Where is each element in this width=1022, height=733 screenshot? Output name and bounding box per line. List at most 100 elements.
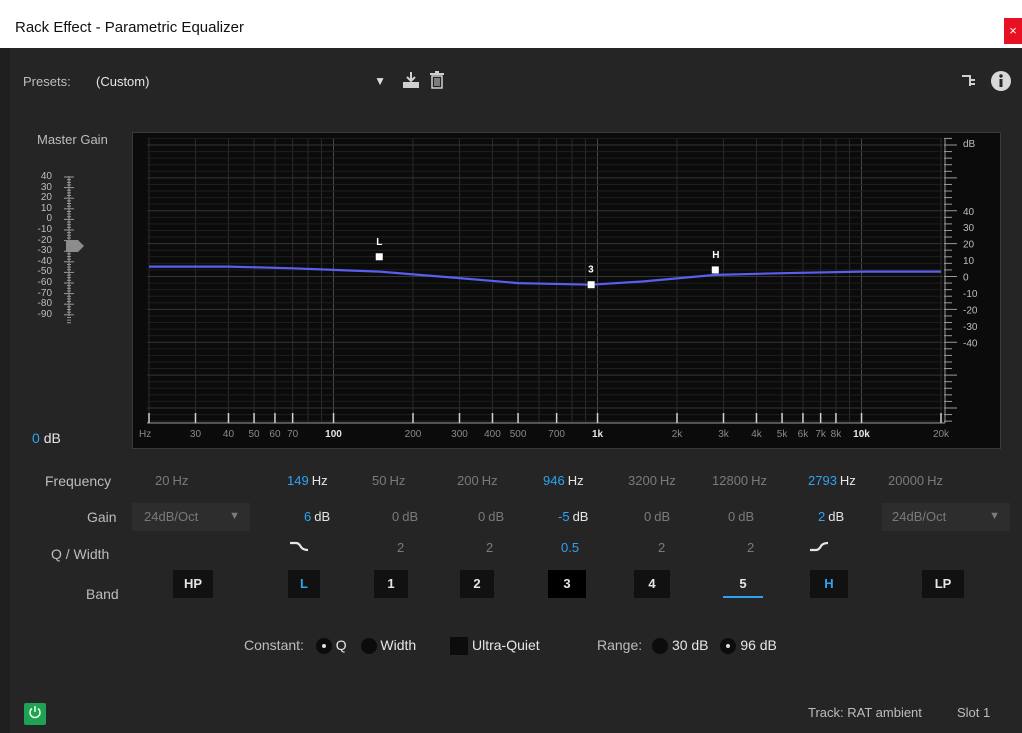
master-gain-tick: -40 [37, 255, 52, 267]
x-axis-tick: 7k [815, 429, 827, 440]
frequency-value: 2793 [808, 473, 837, 488]
frequency-value: 12800 [712, 473, 749, 488]
slot-label: Slot 1 [957, 705, 991, 720]
band-button-1[interactable]: 1 [374, 570, 408, 598]
y-axis-tick: 30 [963, 223, 975, 234]
high-shelf-icon[interactable] [809, 539, 829, 558]
x-axis-tick: 200 [405, 429, 422, 440]
band-handle[interactable] [587, 281, 595, 289]
checkbox-icon [450, 637, 469, 656]
lp-slope-dropdown[interactable]: 24dB/Oct ▼ [882, 503, 1010, 531]
band-button-l[interactable]: L [288, 570, 320, 598]
frequency-field[interactable]: 20000 Hz [888, 473, 948, 488]
range-label: Range: [597, 637, 643, 653]
routing-icon[interactable] [961, 73, 977, 94]
gain-field[interactable]: -5 dB [558, 509, 618, 524]
power-button[interactable] [24, 703, 46, 725]
equalizer-panel: Presets: (Custom) ▼ Master Gain 0 dB dB 4… [10, 48, 1022, 733]
q-width-row-label: Q / Width [51, 546, 110, 562]
options-row: Constant: Q Width Ultra-Quiet [244, 637, 540, 656]
frequency-field[interactable]: 3200 Hz [628, 473, 688, 488]
frequency-field[interactable]: 200 Hz [457, 473, 517, 488]
x-axis-tick: 30 [190, 429, 202, 440]
chevron-down-icon: ▼ [229, 510, 240, 522]
x-axis-tick: 4k [751, 429, 763, 440]
frequency-unit: Hz [927, 473, 944, 488]
band-button-h[interactable]: H [810, 570, 848, 598]
band-handle[interactable] [375, 253, 383, 261]
hp-slope-dropdown[interactable]: 24dB/Oct ▼ [132, 503, 250, 531]
q-value[interactable]: 0.5 [561, 540, 580, 555]
master-gain-tick: -50 [37, 266, 52, 278]
range-30-option[interactable]: 30 dB [652, 637, 709, 655]
master-gain-value[interactable]: 0 dB [32, 430, 61, 446]
trash-icon[interactable] [430, 71, 444, 94]
frequency-field[interactable]: 20 Hz [155, 473, 215, 488]
master-gain-label: Master Gain [37, 132, 108, 147]
frequency-unit: Hz [567, 473, 584, 488]
band-button-hp[interactable]: HP [173, 570, 213, 598]
download-icon[interactable] [402, 71, 420, 94]
q-value[interactable]: 2 [397, 540, 405, 555]
ultra-quiet-checkbox[interactable]: Ultra-Quiet [450, 637, 540, 656]
gain-field[interactable]: 0 dB [728, 509, 788, 524]
low-shelf-icon[interactable] [289, 539, 309, 558]
frequency-field[interactable]: 2793 Hz [808, 473, 868, 488]
close-button[interactable]: × [1004, 18, 1022, 44]
presets-dropdown[interactable]: (Custom) ▼ [96, 74, 386, 92]
q-value[interactable]: 2 [658, 540, 666, 555]
power-icon [29, 706, 41, 719]
band-row-label: Band [86, 586, 119, 602]
gain-field[interactable]: 2 dB [818, 509, 878, 524]
master-gain-tick: -30 [37, 245, 52, 257]
eq-graph[interactable]: dB 40 30 20 10 0 -10 -20 -30 -40 Hz 30 40 50 60 70 100 20… [132, 132, 1001, 449]
lp-slope-value: 24dB/Oct [892, 509, 947, 524]
band-button-lp[interactable]: LP [922, 570, 964, 598]
range-30-label: 30 dB [671, 637, 709, 653]
band-button-2[interactable]: 2 [460, 570, 494, 598]
ultra-quiet-label: Ultra-Quiet [471, 637, 540, 653]
gain-field[interactable]: 0 dB [644, 509, 704, 524]
x-axis-tick: 400 [484, 429, 501, 440]
gain-field[interactable]: 6 dB [304, 509, 364, 524]
gain-value: 0 [392, 509, 400, 524]
gain-field[interactable]: 0 dB [392, 509, 452, 524]
band-handle-label: H [712, 250, 719, 261]
frequency-field[interactable]: 12800 Hz [712, 473, 772, 488]
master-gain-slider[interactable] [62, 174, 86, 404]
master-gain-tick: 20 [40, 192, 52, 204]
constant-width-label: Width [380, 637, 417, 653]
x-axis-tick: 20k [933, 429, 950, 440]
band-handle[interactable] [711, 266, 719, 274]
frequency-field[interactable]: 149 Hz [287, 473, 347, 488]
frequency-unit: Hz [659, 473, 676, 488]
y-axis-tick: -40 [963, 338, 978, 349]
frequency-unit: Hz [751, 473, 768, 488]
gain-value: 0 [478, 509, 486, 524]
gain-value: 6 [304, 509, 312, 524]
master-gain-tick: 40 [40, 171, 52, 182]
band-button-3[interactable]: 3 [548, 570, 586, 598]
x-axis-tick: 60 [269, 429, 281, 440]
info-icon[interactable] [991, 71, 1011, 96]
gain-row-label: Gain [87, 509, 117, 525]
y-axis-tick: -30 [963, 322, 978, 333]
frequency-field[interactable]: 946 Hz [543, 473, 603, 488]
frequency-field[interactable]: 50 Hz [372, 473, 432, 488]
constant-width-option[interactable]: Width [360, 637, 417, 655]
q-value[interactable]: 2 [486, 540, 494, 555]
band-button-4[interactable]: 4 [634, 570, 670, 598]
constant-q-option[interactable]: Q [315, 637, 347, 655]
gain-field[interactable]: 0 dB [478, 509, 538, 524]
presets-value: (Custom) [96, 74, 150, 89]
y-axis-tick: -10 [963, 289, 978, 300]
eq-curve [149, 265, 941, 286]
q-value[interactable]: 2 [747, 540, 755, 555]
frequency-value: 3200 [628, 473, 657, 488]
band-handle-label: 3 [588, 265, 594, 276]
gain-unit: dB [488, 509, 505, 524]
range-96-option[interactable]: 96 dB [720, 637, 777, 655]
band-button-5[interactable]: 5 [723, 570, 763, 598]
gain-unit: dB [314, 509, 331, 524]
